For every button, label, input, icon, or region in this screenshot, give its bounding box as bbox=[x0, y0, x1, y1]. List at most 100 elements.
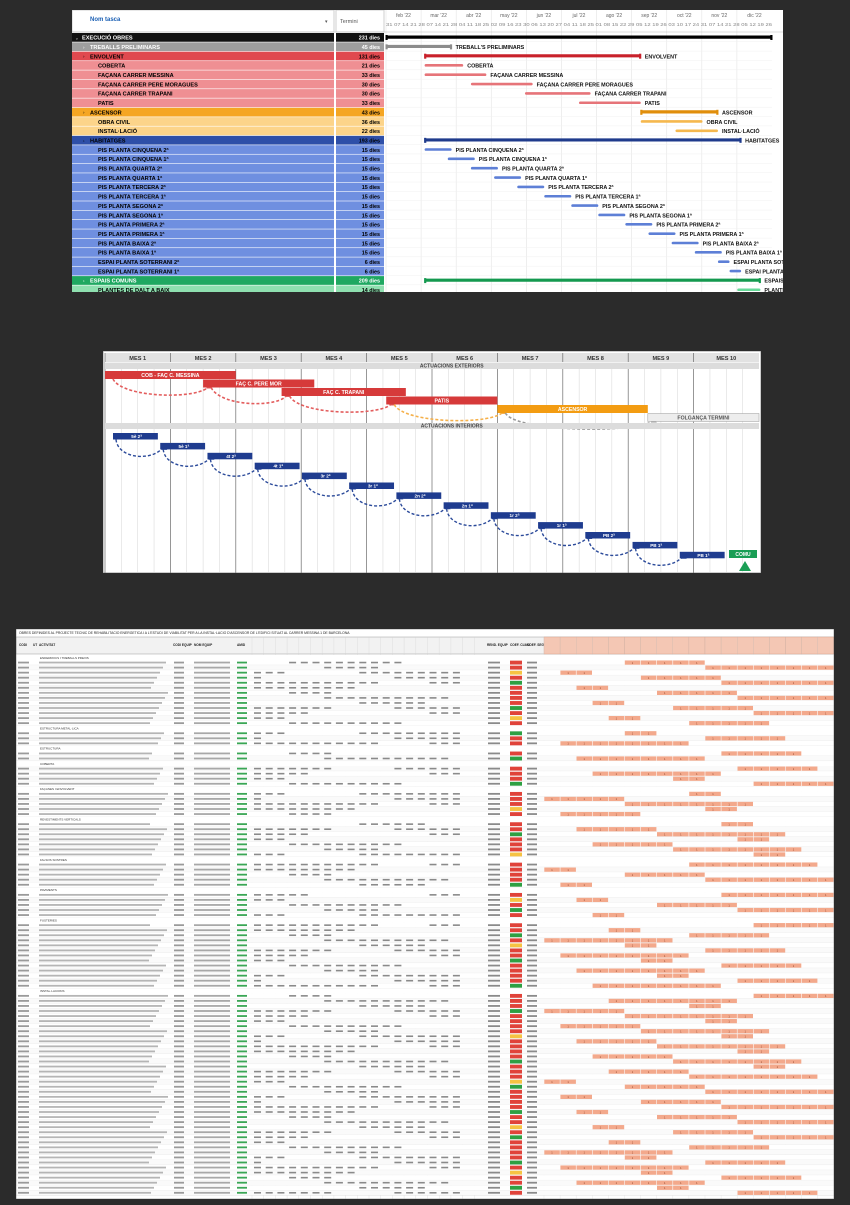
sheet-equip-code-cell bbox=[174, 1005, 184, 1007]
sheet-value-cell bbox=[265, 793, 273, 795]
sheet-row bbox=[16, 1114, 834, 1120]
gantt-row-duration-cell bbox=[336, 191, 384, 201]
sheet-value-cell bbox=[406, 793, 414, 795]
sheet-equip-name-cell bbox=[194, 1005, 230, 1007]
sheet-code-cell bbox=[18, 1080, 29, 1083]
sheet-schedule-cell bbox=[705, 1074, 721, 1079]
sheet-value-cell bbox=[312, 1050, 320, 1053]
sheet-schedule-mark: 1 bbox=[793, 893, 795, 897]
sheet-value-cell bbox=[371, 1005, 378, 1007]
sheet-clima-cell bbox=[510, 983, 522, 988]
sheet-schedule-mark: 1 bbox=[600, 1024, 602, 1028]
plan-month-label: MES 2 bbox=[195, 356, 212, 362]
sheet-schedule-cell bbox=[544, 1079, 560, 1084]
sheet-schedule-mark: 1 bbox=[744, 696, 746, 700]
sheet-schedule-cell bbox=[737, 751, 753, 756]
gantt-bar bbox=[640, 120, 703, 123]
sheet-seg-cell bbox=[527, 1111, 537, 1113]
sheet-schedule-mark: 1 bbox=[680, 691, 682, 695]
sheet-amount-cell bbox=[237, 1191, 247, 1194]
plan-interior-label: 3r 1ª bbox=[368, 484, 378, 489]
sheet-clima-cell bbox=[510, 1105, 522, 1109]
sheet-schedule-mark: 1 bbox=[680, 903, 682, 907]
sheet-value-cell bbox=[359, 702, 367, 704]
sheet-schedule-cell bbox=[737, 1034, 753, 1039]
sheet-schedule-cell bbox=[544, 938, 560, 943]
sheet-rend-cell bbox=[488, 1111, 500, 1113]
sheet-equip-code-cell bbox=[174, 732, 184, 735]
sheet-rend-cell bbox=[488, 813, 500, 815]
sheet-schedule-cell bbox=[785, 877, 802, 882]
sheet-schedule-mark: 1 bbox=[632, 1014, 634, 1018]
sheet-schedule-mark: 1 bbox=[567, 883, 569, 887]
sheet-schedule-mark: 1 bbox=[809, 1191, 811, 1195]
sheet-code-cell bbox=[18, 868, 29, 871]
sheet-schedule-mark: 1 bbox=[616, 843, 618, 847]
sheet-schedule-mark: 1 bbox=[728, 802, 730, 806]
sheet-schedule-mark: 1 bbox=[809, 782, 811, 786]
sheet-schedule-mark: 1 bbox=[632, 716, 634, 720]
sheet-rend-cell bbox=[488, 732, 500, 735]
sheet-schedule-cell bbox=[769, 1074, 786, 1079]
sheet-value-cell bbox=[371, 742, 378, 745]
sheet-schedule-mark: 1 bbox=[728, 878, 730, 882]
sheet-schedule-cell bbox=[592, 1008, 609, 1014]
sheet-schedule-mark: 1 bbox=[696, 1030, 698, 1034]
sheet-schedule-mark: 1 bbox=[761, 893, 763, 897]
gantt-month-label: jun '22 bbox=[536, 13, 552, 19]
sheet-value-cell bbox=[254, 1111, 261, 1113]
sheet-rend-cell bbox=[488, 873, 500, 876]
sheet-activity-cell bbox=[39, 883, 154, 886]
sheet-amount-cell bbox=[237, 712, 247, 714]
sheet-schedule-mark: 1 bbox=[632, 772, 634, 776]
sheet-equip-name-cell bbox=[194, 929, 230, 932]
sheet-equip-name-cell bbox=[194, 742, 230, 745]
sheet-value-cell bbox=[441, 1192, 449, 1194]
sheet-clima-cell bbox=[510, 1160, 522, 1165]
sheet-value-cell bbox=[254, 894, 261, 896]
plan-month-label: MES 6 bbox=[456, 356, 473, 362]
plan-interior-label: PB 1ª bbox=[697, 553, 709, 558]
sheet-schedule-mark: 1 bbox=[600, 1151, 602, 1155]
sheet-schedule-mark: 1 bbox=[793, 994, 795, 998]
sheet-value-cell bbox=[254, 1156, 261, 1159]
sheet-schedule-cell bbox=[737, 695, 753, 701]
sheet-value-cell bbox=[382, 944, 390, 947]
sheet-value-cell bbox=[441, 757, 449, 760]
gantt-bar bbox=[494, 176, 522, 179]
sheet-clima-cell bbox=[510, 1054, 522, 1059]
sheet-value-cell bbox=[300, 1075, 308, 1078]
sheet-activity-cell bbox=[39, 944, 158, 947]
sheet-value-cell bbox=[335, 878, 343, 881]
sheet-clima-cell bbox=[510, 993, 522, 998]
gantt-task-duration: 6 dies bbox=[365, 269, 380, 275]
sheet-value-cell bbox=[300, 1055, 308, 1058]
plan-interior-arrow bbox=[209, 459, 260, 477]
sheet-schedule-mark: 1 bbox=[680, 1181, 682, 1185]
sheet-value-cell bbox=[254, 1050, 261, 1053]
gantt-bar-label: PIS PLANTA CINQUENA 2ª bbox=[456, 148, 524, 154]
sheet-value-cell bbox=[429, 1035, 437, 1038]
sheet-code-cell bbox=[18, 1101, 29, 1103]
sheet-schedule-mark: 1 bbox=[551, 1151, 553, 1155]
sheet-schedule-cell bbox=[673, 1099, 689, 1105]
sheet-value-cell bbox=[452, 732, 460, 735]
sheet-clima-cell bbox=[510, 877, 522, 882]
sheet-schedule-cell bbox=[657, 1069, 673, 1074]
sheet-activity-cell bbox=[39, 666, 163, 669]
plan-interior-bar bbox=[443, 502, 489, 509]
sheet-value-cell bbox=[359, 1030, 367, 1032]
sheet-value-cell bbox=[289, 1116, 297, 1118]
sheet-schedule-mark: 1 bbox=[696, 873, 698, 877]
sheet-schedule-mark: 1 bbox=[696, 1131, 698, 1135]
sheet-value-cell bbox=[429, 1136, 437, 1139]
gantt-task-name: EXECUCIÓ OBRES bbox=[82, 34, 133, 42]
sheet-seg-cell bbox=[527, 994, 537, 997]
sheet-schedule-cell bbox=[721, 892, 737, 897]
sheet-row bbox=[16, 730, 834, 736]
sheet-schedule-cell bbox=[801, 1089, 818, 1094]
sheet-value-cell bbox=[254, 914, 261, 916]
sheet-schedule-mark: 1 bbox=[728, 706, 730, 710]
sheet-value-cell bbox=[324, 692, 332, 694]
sheet-schedule-mark: 1 bbox=[632, 1151, 634, 1155]
